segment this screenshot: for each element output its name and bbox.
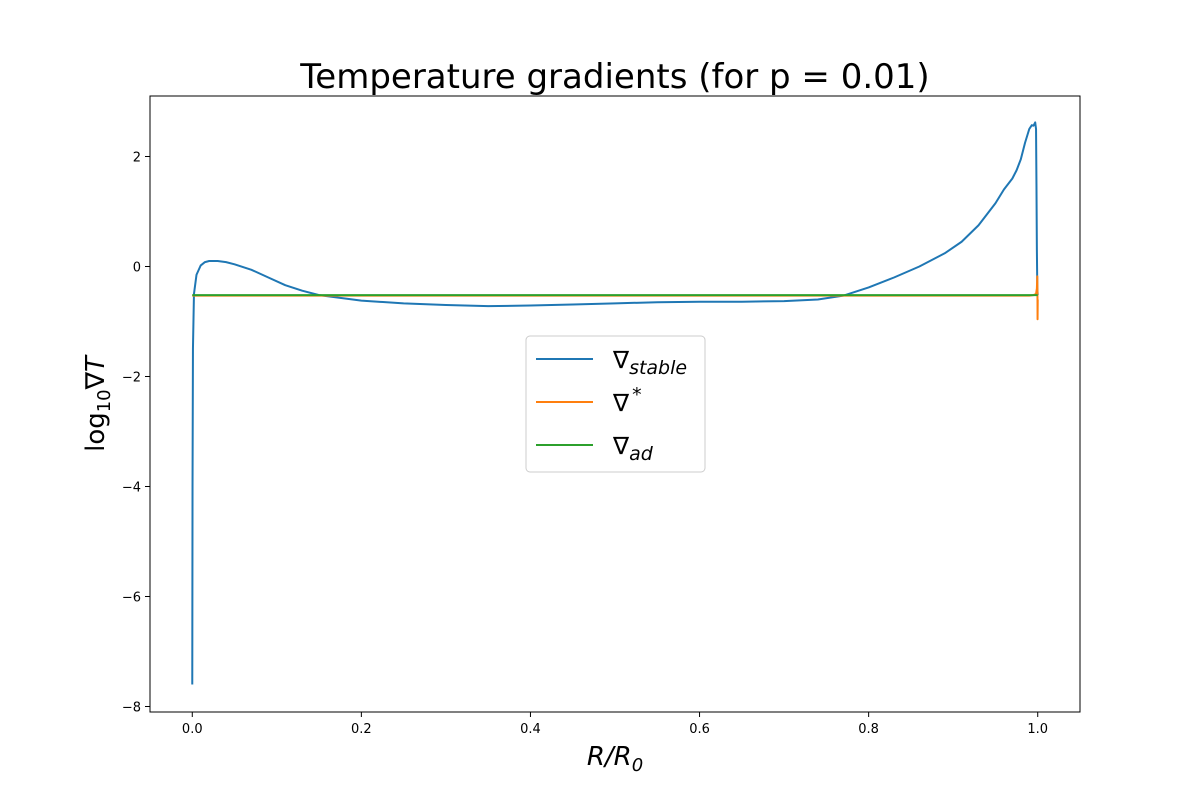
y-tick-label: −2 (122, 371, 141, 386)
y-tick-label: −4 (122, 481, 141, 496)
y-tick-label: 0 (133, 261, 141, 276)
x-axis-label: R/R0 (587, 742, 643, 776)
x-tick-label: 0.4 (520, 722, 541, 737)
series-layer (191, 121, 1039, 685)
x-tick-label: 0.8 (858, 722, 879, 737)
legend-label-star: ∇ * (612, 384, 642, 417)
y-axis-label-prefix: log (81, 412, 111, 452)
x-tick-label: 0.6 (689, 722, 710, 737)
plot-frame (149, 95, 1081, 713)
x-tick-label: 0.2 (351, 722, 372, 737)
legend-subscript: stable (629, 357, 687, 379)
y-tick-label: −8 (122, 701, 141, 716)
series-line-stable (191, 121, 1039, 685)
y-axis-label: log10∇T (81, 354, 115, 452)
legend-label-stable: ∇stable (612, 346, 687, 379)
y-axis-label-suffix: ∇T (81, 354, 111, 390)
y-tick-label: 2 (133, 151, 141, 166)
x-axis-label-sub: 0 (632, 755, 643, 776)
x-tick-label: 0.0 (182, 722, 203, 737)
x-axis-ticks: 0.0 0.2 0.4 0.6 0.8 1.0 (182, 712, 1048, 737)
legend-superscript: * (632, 384, 642, 406)
y-axis-label-sub: 10 (94, 389, 115, 412)
legend: ∇stable∇ *∇ad (525, 335, 706, 473)
chart-title: Temperature gradients (for p = 0.01) (299, 57, 929, 97)
legend-subscript: ad (629, 443, 654, 465)
legend-box (525, 335, 706, 473)
legend-symbol: ∇ (612, 346, 630, 374)
x-axis-label-base: R/R (587, 742, 632, 772)
y-axis-ticks: 2 0 −2 −4 −6 −8 (122, 151, 150, 716)
legend-symbol: ∇ (612, 389, 630, 417)
y-tick-label: −6 (122, 591, 141, 606)
x-tick-label: 1.0 (1027, 722, 1048, 737)
legend-label-ad: ∇ad (612, 432, 654, 465)
legend-symbol: ∇ (612, 432, 630, 460)
